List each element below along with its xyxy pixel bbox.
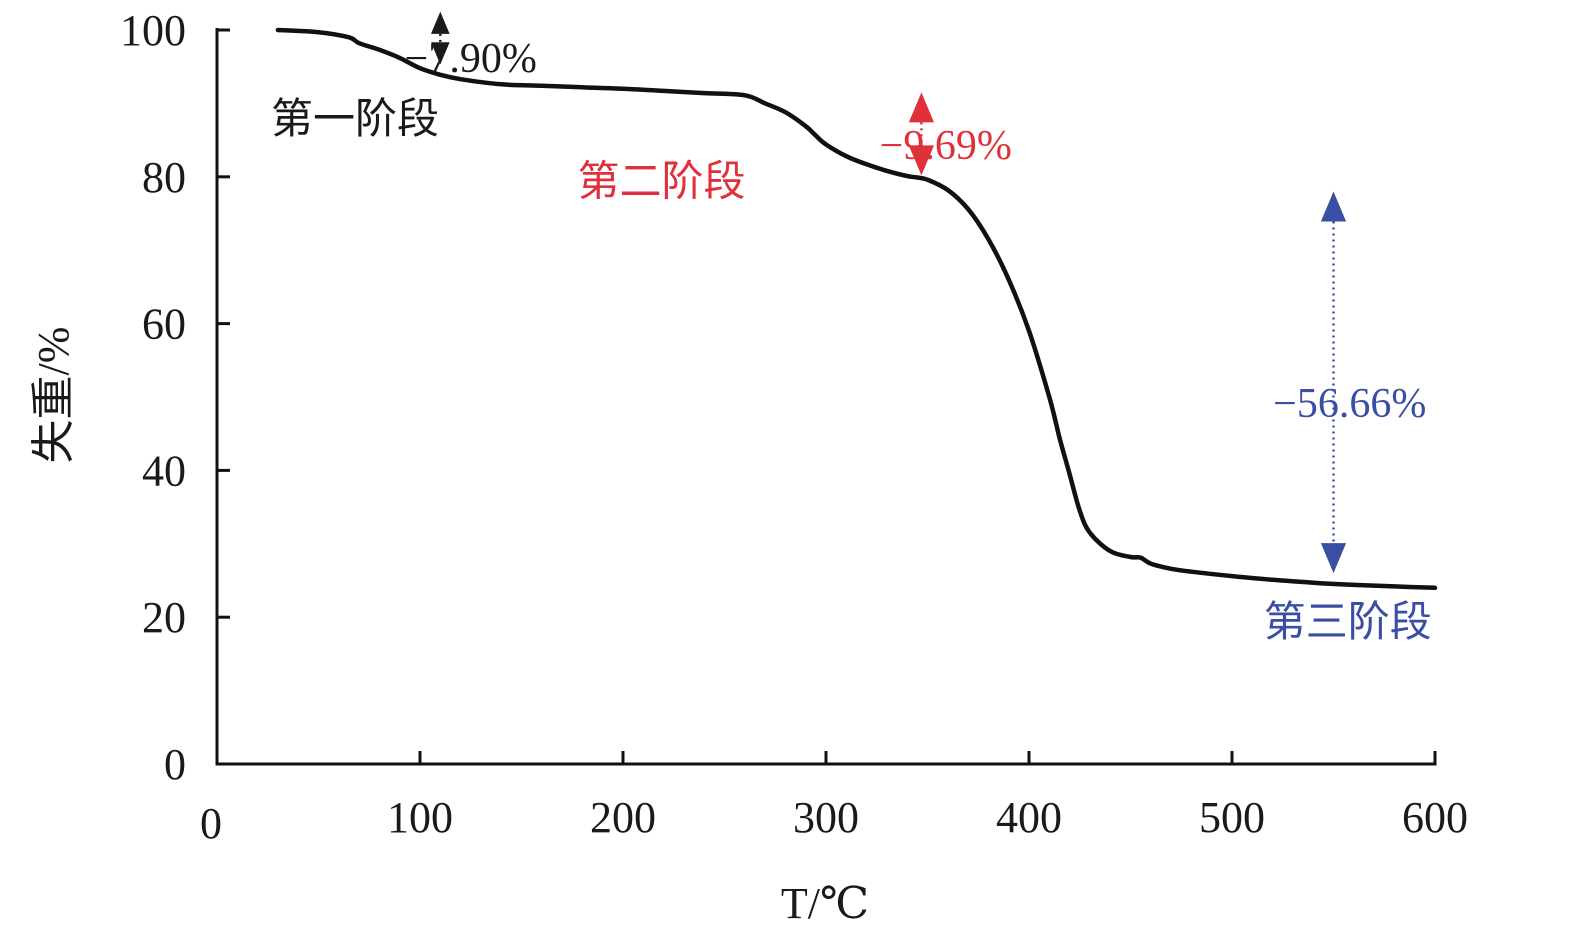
y-tick-label: 80 bbox=[142, 153, 186, 202]
tga-curve bbox=[275, 27, 1438, 591]
double-arrow bbox=[430, 11, 450, 65]
arrows bbox=[430, 11, 1347, 574]
x-tick-label: 100 bbox=[387, 793, 453, 842]
arrow-head-up bbox=[1320, 191, 1347, 222]
arrow-head-down bbox=[1320, 543, 1347, 574]
percent-label: −56.66% bbox=[1273, 381, 1426, 427]
x-tick-label: 0 bbox=[200, 799, 222, 848]
arrow-head-up bbox=[430, 11, 450, 34]
arrow-head-up bbox=[908, 92, 935, 123]
stage-label: 第一阶段 bbox=[271, 94, 439, 143]
x-tick-label: 500 bbox=[1199, 793, 1265, 842]
double-arrow bbox=[1320, 191, 1347, 574]
y-tick-label: 100 bbox=[120, 6, 186, 55]
series bbox=[275, 27, 1438, 591]
percent-label: −9.69% bbox=[880, 123, 1012, 169]
ticks: 0 100 200 300 400 500 600 0 20 40 60 80 100 bbox=[120, 6, 1468, 848]
x-axis-label: T/℃ bbox=[781, 879, 869, 928]
x-tick-label: 600 bbox=[1402, 793, 1468, 842]
x-tick-label: 200 bbox=[590, 793, 656, 842]
stage-label: 第二阶段 bbox=[578, 156, 746, 205]
percent-label: −7.90% bbox=[405, 36, 537, 82]
y-tick-label: 0 bbox=[164, 740, 186, 789]
y-tick-label: 20 bbox=[142, 593, 186, 642]
stage-label: 第三阶段 bbox=[1264, 597, 1432, 646]
x-tick-label: 400 bbox=[996, 793, 1062, 842]
x-tick-label: 300 bbox=[793, 793, 859, 842]
arrow-head-down bbox=[430, 42, 450, 65]
y-tick-label: 40 bbox=[142, 446, 186, 495]
double-arrow bbox=[908, 92, 935, 176]
arrow-head-down bbox=[908, 145, 935, 176]
y-axis-label: 失重/% bbox=[29, 327, 78, 464]
y-tick-label: 60 bbox=[142, 300, 186, 349]
